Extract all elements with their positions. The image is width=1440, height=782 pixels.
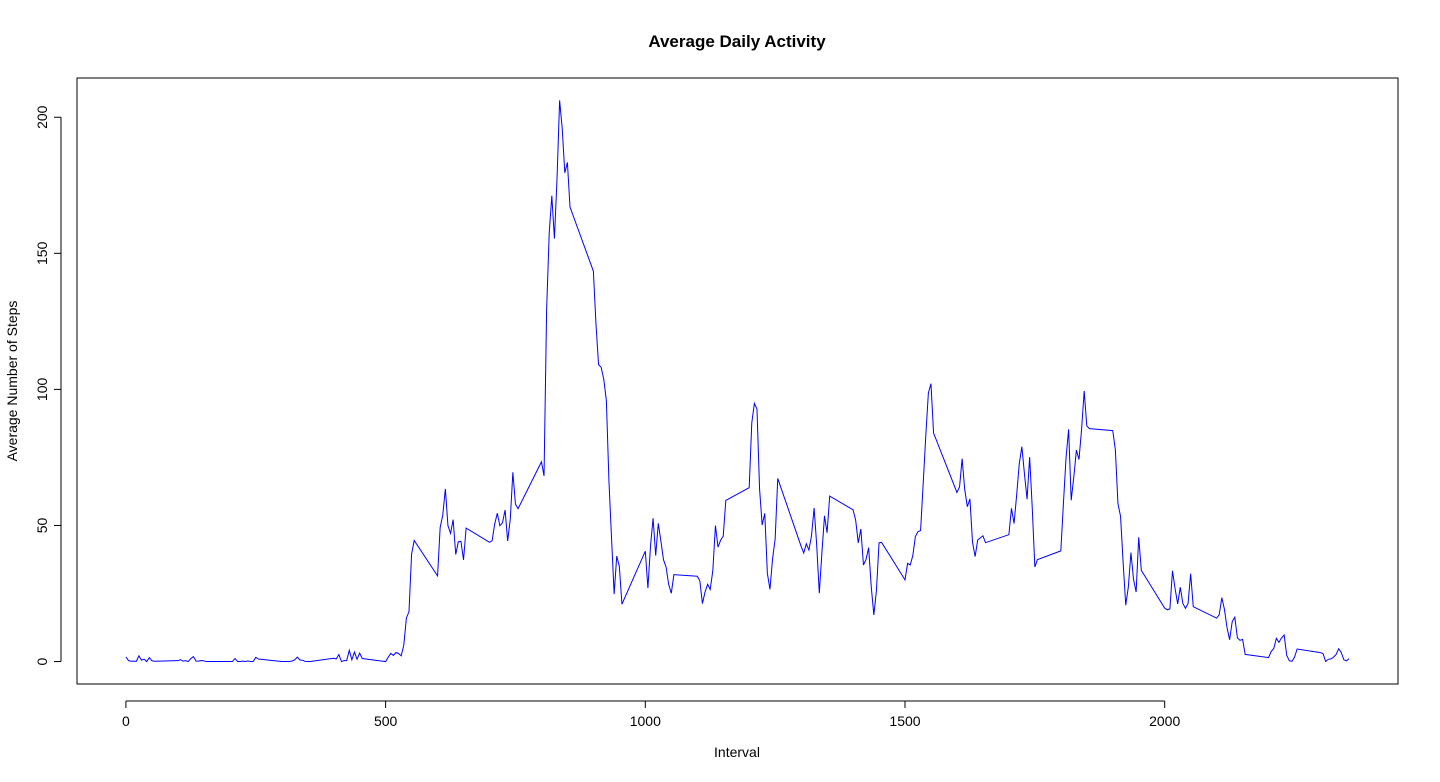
y-tick-label: 0: [34, 657, 50, 665]
x-tick-label: 2000: [1149, 713, 1180, 729]
chart-title: Average Daily Activity: [648, 32, 826, 51]
plot-frame: [76, 77, 1399, 685]
data-line: [125, 100, 1350, 663]
x-tick-label: 1000: [630, 713, 661, 729]
x-tick-label: 1500: [889, 713, 920, 729]
x-tick-label: 0: [122, 713, 130, 729]
y-tick-label: 150: [34, 241, 50, 265]
y-tick-label: 100: [34, 378, 50, 402]
y-tick-label: 50: [34, 517, 50, 533]
y-axis-label: Average Number of Steps: [4, 301, 20, 462]
x-axis-label: Interval: [714, 744, 760, 760]
x-tick-label: 500: [374, 713, 398, 729]
y-tick-label: 200: [34, 105, 50, 129]
